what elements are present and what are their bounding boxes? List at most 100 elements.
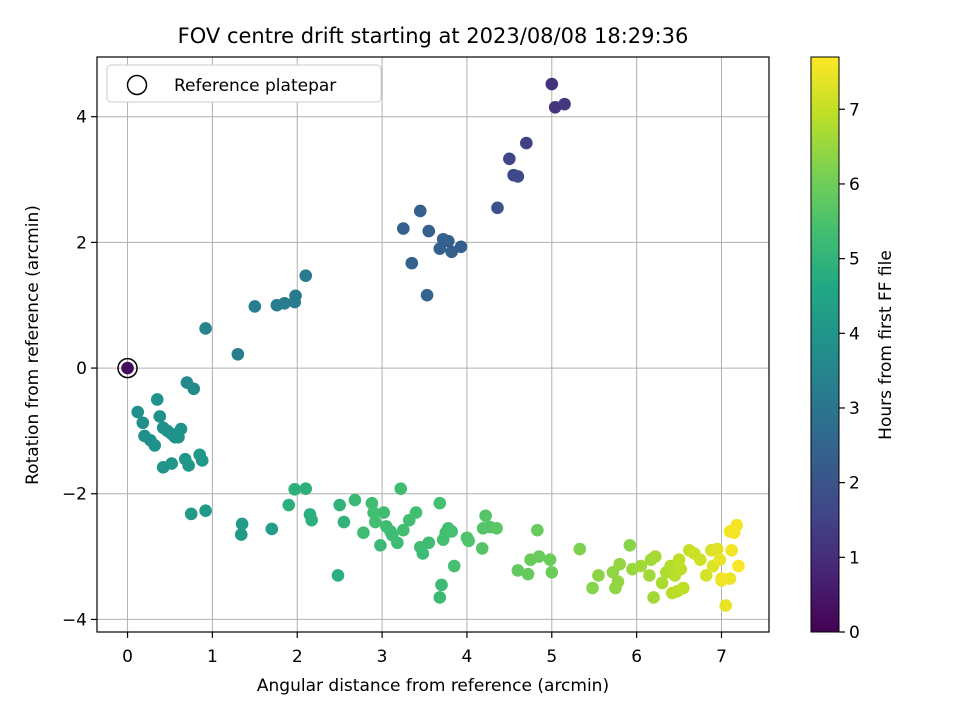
data-point [433,496,447,510]
colorbar-tick-label: 3 [849,399,860,419]
data-point [365,496,379,510]
data-point [282,498,296,512]
x-axis-label: Angular distance from reference (arcmin) [257,676,609,696]
x-tick-label: 0 [122,647,133,667]
data-point [454,240,468,254]
data-point [288,295,301,309]
data-point [520,136,533,150]
data-point [121,361,134,375]
data-point [655,576,669,590]
y-tick-label: −2 [62,485,87,505]
data-point [730,518,744,532]
x-tick-label: 2 [292,647,303,667]
colorbar-tick-label: 2 [849,474,860,494]
plot-frame [96,56,770,633]
data-point [231,347,245,361]
y-axis-label: Rotation from reference (arcmin) [23,205,43,485]
data-point [445,245,458,259]
data-point [677,581,690,595]
data-point [623,538,637,552]
data-point [299,482,313,496]
data-point [672,553,686,567]
data-point [545,566,559,579]
x-tick-label: 7 [716,647,727,667]
data-point [367,506,380,519]
data-point [394,482,408,496]
reference-marker [117,357,138,379]
data-point [333,498,346,512]
data-point [270,298,284,312]
y-tick-label: 4 [76,108,87,128]
data-point [369,515,382,529]
data-point [693,553,707,567]
data-point [647,591,660,604]
data-point [611,575,625,589]
y-tick-label: 0 [76,359,87,379]
data-point [592,569,605,582]
data-point [573,542,587,556]
data-point [503,152,516,166]
data-point [397,222,410,235]
x-tick-label: 5 [546,647,557,667]
data-point [174,422,188,436]
data-point [416,547,430,560]
x-tick-label: 6 [631,647,642,667]
data-point [545,77,559,91]
data-point [153,410,167,423]
colorbar-tick-label: 1 [849,548,860,568]
data-point [136,416,150,430]
data-point [182,459,195,472]
data-point [199,504,212,518]
data-point [195,454,209,467]
data-point [476,522,490,535]
data-point [265,522,279,536]
data-point [543,553,557,567]
colorbar-ticks: 0 1 2 3 4 5 6 7 [839,100,860,643]
data-point [234,528,248,541]
x-axis-ticks: 0 1 2 3 4 5 6 7 [122,632,727,667]
data-point [511,564,525,577]
legend-entry-reference: Reference platepar [174,76,336,96]
data-point [511,170,525,183]
colorbar-label: Hours from first FF file [876,250,896,440]
x-tick-label: 3 [377,647,388,667]
data-point [288,483,301,496]
data-point [665,586,679,600]
data-point [521,567,535,581]
data-point [337,515,351,529]
data-point [248,300,262,313]
data-point [374,538,387,552]
data-point [710,542,724,556]
legend-marker [126,74,148,96]
data-point [558,97,571,111]
data-point [391,536,404,550]
data-point [150,393,164,406]
data-point [405,256,419,270]
colorbar-tick-label: 5 [849,250,860,270]
data-point [732,559,745,573]
data-point [447,559,461,573]
data-point [299,269,313,282]
data-point [131,405,145,419]
data-point [491,201,504,215]
data-point [409,506,423,519]
y-tick-label: 2 [76,233,87,253]
data-point [235,517,249,531]
data-point [305,513,318,527]
data-point [348,493,362,507]
data-point [725,544,738,557]
data-point [422,536,436,550]
data-point [420,288,434,302]
data-point [475,542,489,555]
data-point [187,382,201,396]
colorbar-gradient [810,56,840,633]
data-point [184,507,198,521]
colorbar: 0 1 2 3 4 5 6 7 Hours from first FF file [810,56,896,643]
legend-box [106,64,382,103]
data-point [586,581,599,595]
data-point [634,559,648,573]
y-axis-ticks: −4 −2 0 2 4 [62,108,97,630]
data-point [433,591,447,604]
data-point [649,550,662,563]
scatter-points [121,77,745,612]
